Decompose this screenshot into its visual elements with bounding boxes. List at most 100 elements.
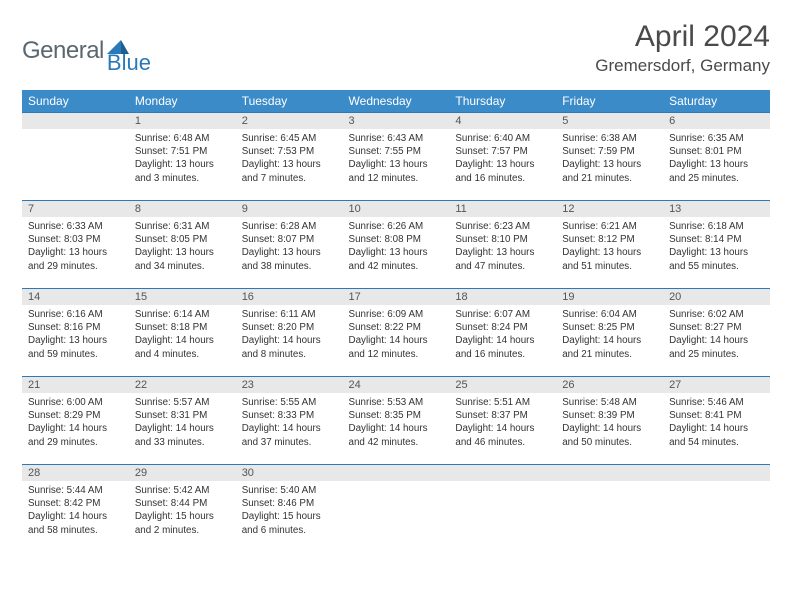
sunset-text: Sunset: 8:31 PM <box>135 409 230 422</box>
sunrise-text: Sunrise: 6:07 AM <box>455 308 550 321</box>
sunset-text: Sunset: 7:51 PM <box>135 145 230 158</box>
daylight-text-2: and 12 minutes. <box>349 348 444 361</box>
sunset-text: Sunset: 8:07 PM <box>242 233 337 246</box>
daylight-text-2: and 7 minutes. <box>242 172 337 185</box>
day-number: 25 <box>449 376 556 393</box>
sunrise-text: Sunrise: 6:45 AM <box>242 132 337 145</box>
daylight-text-1: Daylight: 13 hours <box>562 246 657 259</box>
day-details: Sunrise: 6:04 AMSunset: 8:25 PMDaylight:… <box>556 305 663 365</box>
day-details: Sunrise: 5:42 AMSunset: 8:44 PMDaylight:… <box>129 481 236 541</box>
calendar-cell: 14Sunrise: 6:16 AMSunset: 8:16 PMDayligh… <box>22 288 129 376</box>
calendar-cell: 23Sunrise: 5:55 AMSunset: 8:33 PMDayligh… <box>236 376 343 464</box>
sunrise-text: Sunrise: 6:00 AM <box>28 396 123 409</box>
daylight-text-1: Daylight: 13 hours <box>242 158 337 171</box>
sunrise-text: Sunrise: 6:43 AM <box>349 132 444 145</box>
sunset-text: Sunset: 8:22 PM <box>349 321 444 334</box>
day-details: Sunrise: 6:28 AMSunset: 8:07 PMDaylight:… <box>236 217 343 277</box>
weekday-header: Thursday <box>449 90 556 112</box>
day-number: 11 <box>449 200 556 217</box>
sunset-text: Sunset: 8:39 PM <box>562 409 657 422</box>
day-details: Sunrise: 6:21 AMSunset: 8:12 PMDaylight:… <box>556 217 663 277</box>
daylight-text-1: Daylight: 14 hours <box>562 334 657 347</box>
day-details: Sunrise: 5:55 AMSunset: 8:33 PMDaylight:… <box>236 393 343 453</box>
sunset-text: Sunset: 8:18 PM <box>135 321 230 334</box>
day-details: Sunrise: 6:02 AMSunset: 8:27 PMDaylight:… <box>663 305 770 365</box>
sunrise-text: Sunrise: 6:09 AM <box>349 308 444 321</box>
weekday-header-row: Sunday Monday Tuesday Wednesday Thursday… <box>22 90 770 112</box>
daylight-text-2: and 21 minutes. <box>562 172 657 185</box>
calendar-body: 1Sunrise: 6:48 AMSunset: 7:51 PMDaylight… <box>22 112 770 552</box>
day-details: Sunrise: 5:53 AMSunset: 8:35 PMDaylight:… <box>343 393 450 453</box>
calendar-cell: 7Sunrise: 6:33 AMSunset: 8:03 PMDaylight… <box>22 200 129 288</box>
sunrise-text: Sunrise: 5:48 AM <box>562 396 657 409</box>
weekday-header: Tuesday <box>236 90 343 112</box>
sunrise-text: Sunrise: 6:38 AM <box>562 132 657 145</box>
sunset-text: Sunset: 8:25 PM <box>562 321 657 334</box>
sunset-text: Sunset: 8:08 PM <box>349 233 444 246</box>
day-number: 4 <box>449 112 556 129</box>
sunset-text: Sunset: 8:16 PM <box>28 321 123 334</box>
daylight-text-2: and 29 minutes. <box>28 260 123 273</box>
daylight-text-1: Daylight: 13 hours <box>455 246 550 259</box>
sunrise-text: Sunrise: 6:35 AM <box>669 132 764 145</box>
daylight-text-2: and 3 minutes. <box>135 172 230 185</box>
day-details: Sunrise: 5:44 AMSunset: 8:42 PMDaylight:… <box>22 481 129 541</box>
day-number: 19 <box>556 288 663 305</box>
sunrise-text: Sunrise: 6:11 AM <box>242 308 337 321</box>
month-title: April 2024 <box>595 20 770 54</box>
page-header: General Blue April 2024 Gremersdorf, Ger… <box>22 20 770 76</box>
daylight-text-1: Daylight: 13 hours <box>28 246 123 259</box>
day-number: 22 <box>129 376 236 393</box>
day-number: 5 <box>556 112 663 129</box>
sunrise-text: Sunrise: 6:04 AM <box>562 308 657 321</box>
calendar-cell: 2Sunrise: 6:45 AMSunset: 7:53 PMDaylight… <box>236 112 343 200</box>
daylight-text-2: and 42 minutes. <box>349 436 444 449</box>
day-number: 24 <box>343 376 450 393</box>
daylight-text-1: Daylight: 13 hours <box>28 334 123 347</box>
day-details <box>22 129 129 179</box>
day-number: 23 <box>236 376 343 393</box>
sunset-text: Sunset: 8:20 PM <box>242 321 337 334</box>
day-number: 8 <box>129 200 236 217</box>
calendar-cell: 30Sunrise: 5:40 AMSunset: 8:46 PMDayligh… <box>236 464 343 552</box>
day-details: Sunrise: 6:45 AMSunset: 7:53 PMDaylight:… <box>236 129 343 189</box>
sunrise-text: Sunrise: 5:42 AM <box>135 484 230 497</box>
day-number: 15 <box>129 288 236 305</box>
day-number: 29 <box>129 464 236 481</box>
daylight-text-1: Daylight: 14 hours <box>135 422 230 435</box>
day-details: Sunrise: 6:26 AMSunset: 8:08 PMDaylight:… <box>343 217 450 277</box>
daylight-text-1: Daylight: 14 hours <box>28 422 123 435</box>
daylight-text-2: and 6 minutes. <box>242 524 337 537</box>
daylight-text-2: and 29 minutes. <box>28 436 123 449</box>
daylight-text-2: and 21 minutes. <box>562 348 657 361</box>
calendar-cell: 4Sunrise: 6:40 AMSunset: 7:57 PMDaylight… <box>449 112 556 200</box>
sunrise-text: Sunrise: 6:28 AM <box>242 220 337 233</box>
daylight-text-1: Daylight: 14 hours <box>669 422 764 435</box>
day-details: Sunrise: 5:57 AMSunset: 8:31 PMDaylight:… <box>129 393 236 453</box>
daylight-text-2: and 42 minutes. <box>349 260 444 273</box>
day-number: 13 <box>663 200 770 217</box>
daylight-text-2: and 25 minutes. <box>669 172 764 185</box>
calendar-cell: 21Sunrise: 6:00 AMSunset: 8:29 PMDayligh… <box>22 376 129 464</box>
calendar-cell: 3Sunrise: 6:43 AMSunset: 7:55 PMDaylight… <box>343 112 450 200</box>
day-number: 28 <box>22 464 129 481</box>
calendar-cell: 29Sunrise: 5:42 AMSunset: 8:44 PMDayligh… <box>129 464 236 552</box>
daylight-text-2: and 50 minutes. <box>562 436 657 449</box>
day-number: 30 <box>236 464 343 481</box>
sunrise-text: Sunrise: 6:48 AM <box>135 132 230 145</box>
daylight-text-2: and 46 minutes. <box>455 436 550 449</box>
calendar-week-row: 28Sunrise: 5:44 AMSunset: 8:42 PMDayligh… <box>22 464 770 552</box>
calendar-cell: 13Sunrise: 6:18 AMSunset: 8:14 PMDayligh… <box>663 200 770 288</box>
daylight-text-1: Daylight: 14 hours <box>28 510 123 523</box>
calendar-cell: 27Sunrise: 5:46 AMSunset: 8:41 PMDayligh… <box>663 376 770 464</box>
day-details: Sunrise: 5:51 AMSunset: 8:37 PMDaylight:… <box>449 393 556 453</box>
day-number <box>22 112 129 129</box>
sunrise-text: Sunrise: 6:40 AM <box>455 132 550 145</box>
location-label: Gremersdorf, Germany <box>595 56 770 76</box>
sunset-text: Sunset: 8:44 PM <box>135 497 230 510</box>
daylight-text-1: Daylight: 13 hours <box>669 246 764 259</box>
calendar-cell: 1Sunrise: 6:48 AMSunset: 7:51 PMDaylight… <box>129 112 236 200</box>
daylight-text-2: and 12 minutes. <box>349 172 444 185</box>
day-number: 20 <box>663 288 770 305</box>
day-details: Sunrise: 6:23 AMSunset: 8:10 PMDaylight:… <box>449 217 556 277</box>
